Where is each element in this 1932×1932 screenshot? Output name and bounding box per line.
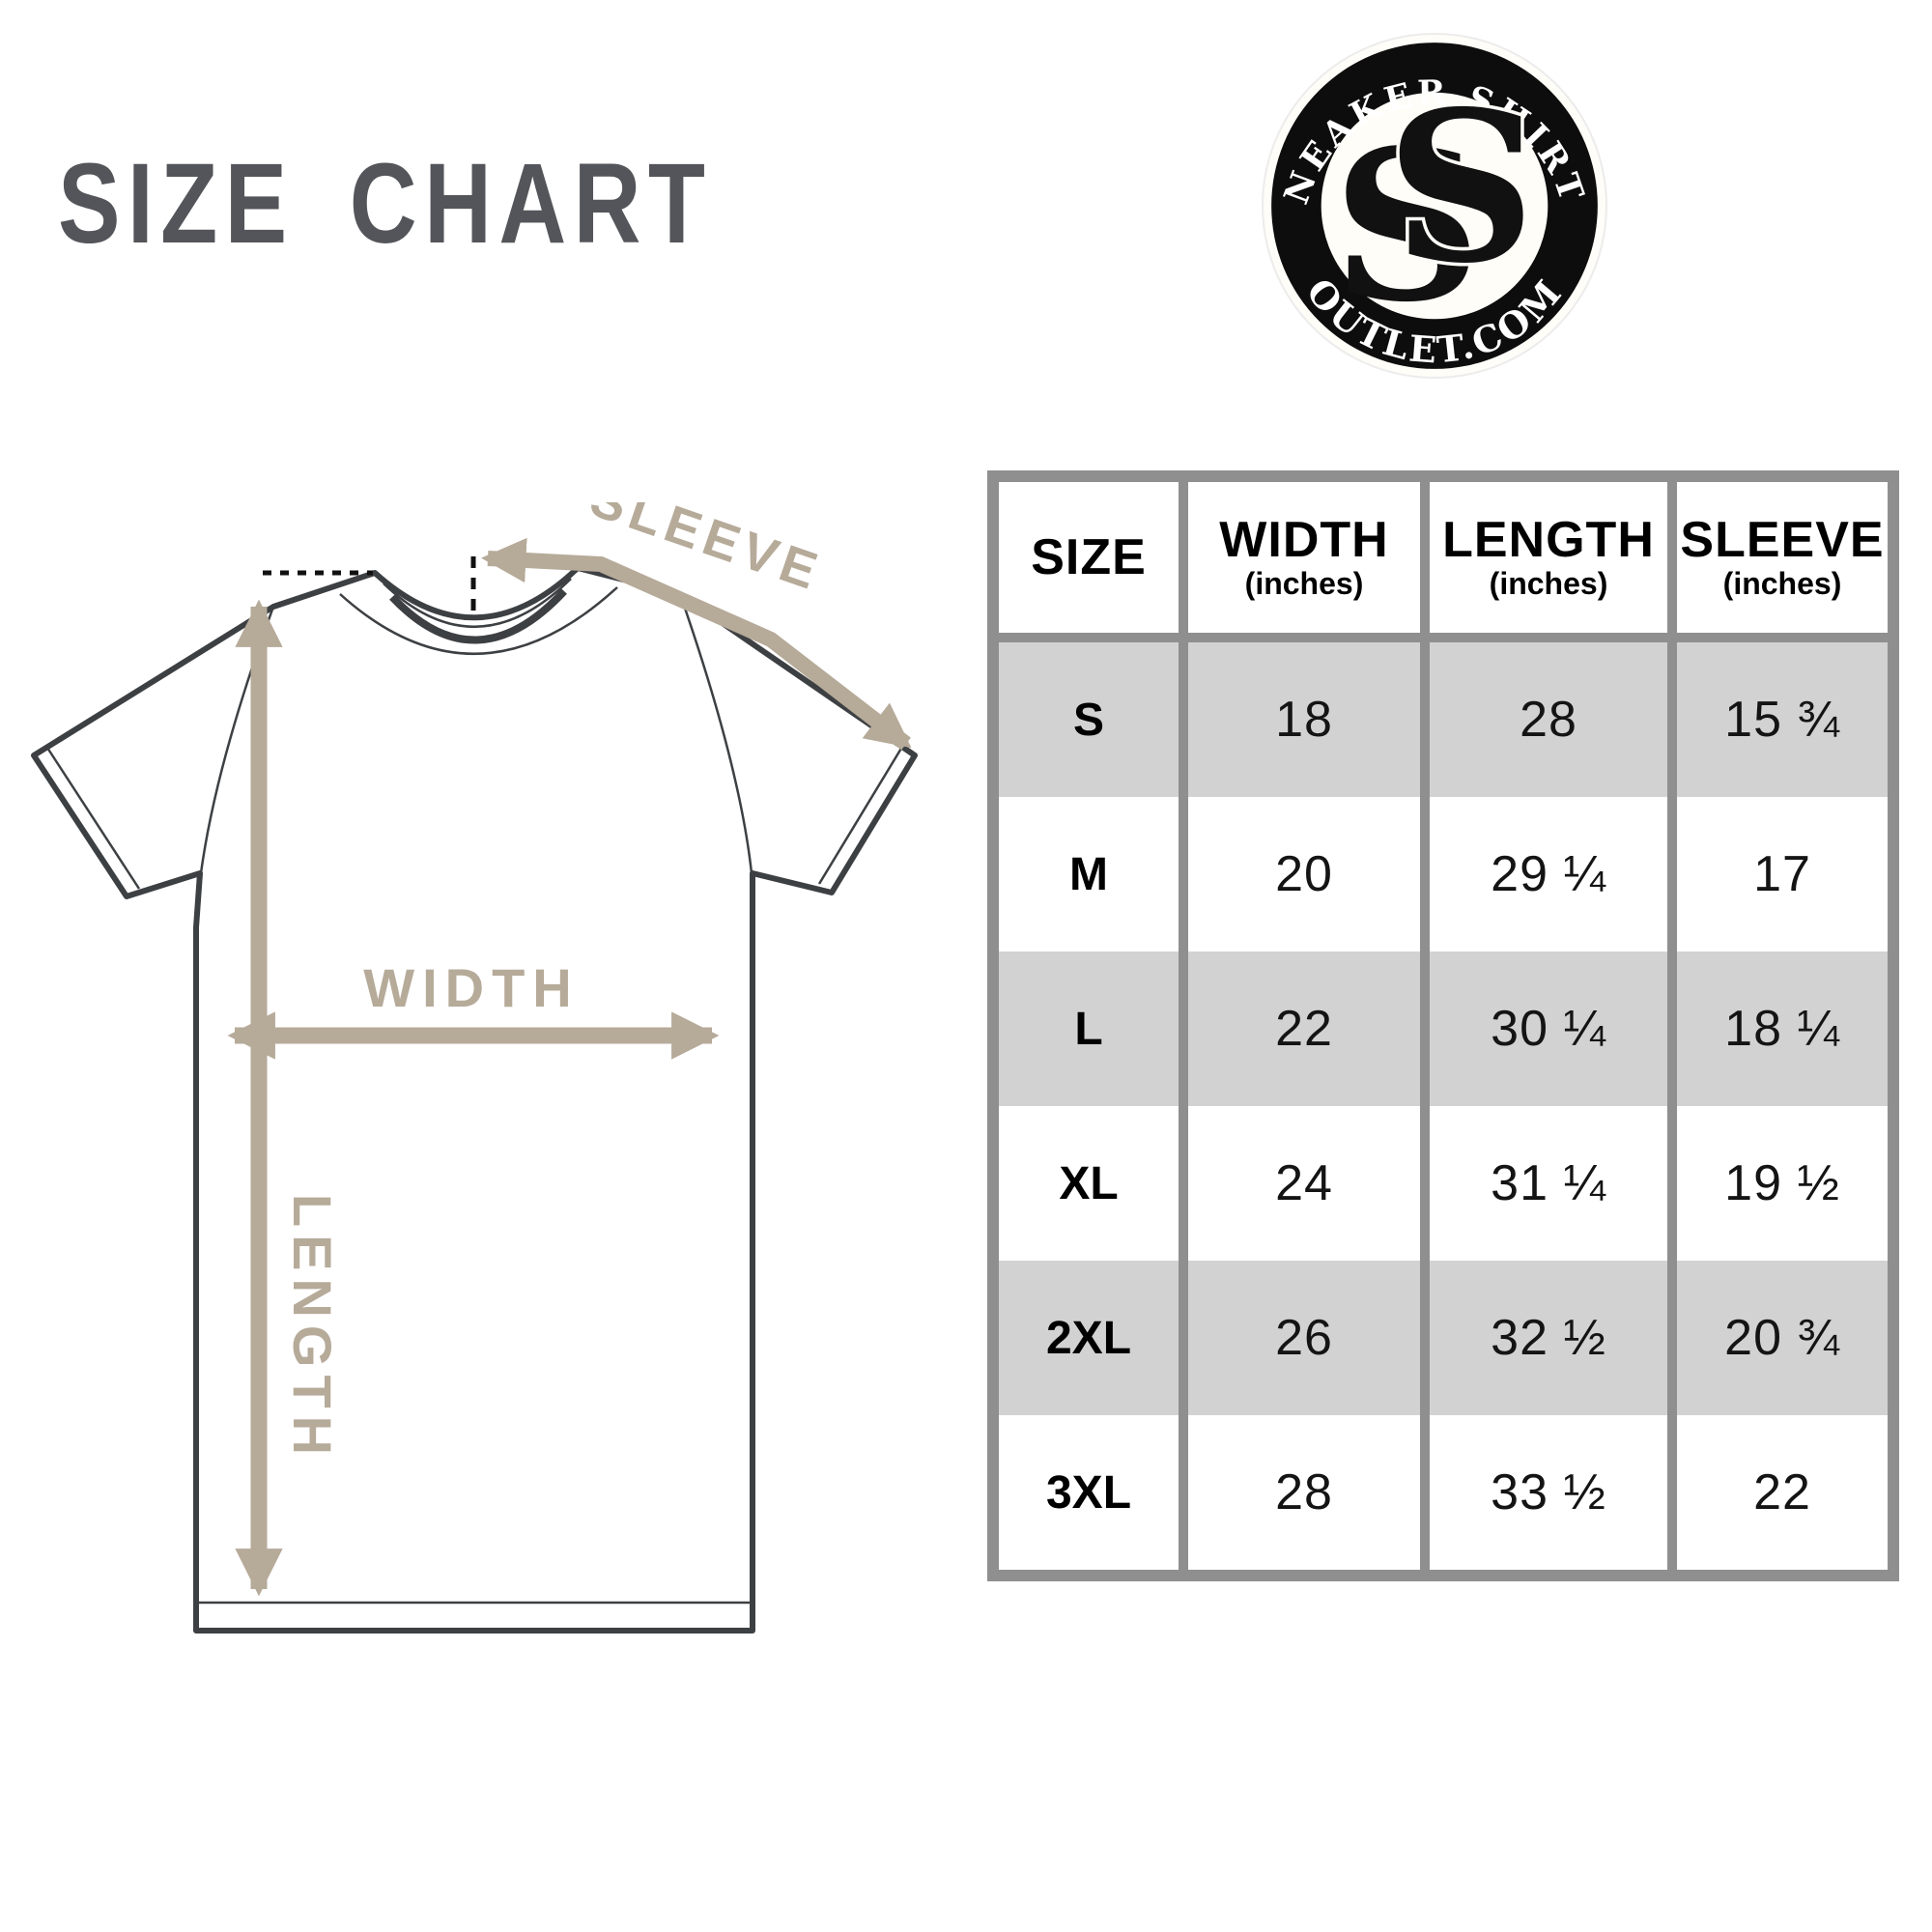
sleeve-value: 17 (1753, 846, 1811, 902)
table-cell-width: 24 (1188, 1106, 1420, 1261)
table-cell-size: S (999, 642, 1179, 797)
column-header-label: LENGTH (1442, 512, 1655, 569)
tshirt-outline (31, 565, 918, 1634)
table-cell-sleeve: 22 (1677, 1415, 1888, 1570)
table-cell-sleeve: 15 ¾ (1677, 642, 1888, 797)
sleeve-value: 18 ¼ (1724, 1001, 1840, 1057)
column-header-label: SIZE (1031, 528, 1147, 585)
column-header-unit: (inches) (1489, 565, 1608, 601)
width-value: 26 (1275, 1310, 1333, 1366)
sleeve-value: 15 ¾ (1724, 692, 1840, 748)
size-label: S (1072, 694, 1104, 746)
size-chart-table: SIZE WIDTH (inches) LENGTH (inches) SLEE… (987, 470, 1899, 1581)
page-title: SIZE CHART (58, 140, 713, 268)
monogram-s1: S (1332, 104, 1482, 348)
table-cell-length: 29 ¼ (1430, 797, 1667, 952)
width-value: 18 (1275, 692, 1333, 748)
length-value: 33 ½ (1491, 1464, 1606, 1520)
table-cell-size: 2XL (999, 1261, 1179, 1415)
table-cell-size: M (999, 797, 1179, 952)
length-value: 32 ½ (1491, 1310, 1606, 1366)
table-cell-sleeve: 18 ¼ (1677, 952, 1888, 1106)
logo-inner-circle (1321, 92, 1548, 320)
table-cell-width: 18 (1188, 642, 1420, 797)
table-cell-size: L (999, 952, 1179, 1106)
length-value: 30 ¼ (1491, 1001, 1606, 1057)
length-label: LENGTH (282, 1194, 343, 1463)
column-header-unit: (inches) (1722, 565, 1842, 601)
size-label: L (1074, 1003, 1103, 1055)
table-cell-size: 3XL (999, 1415, 1179, 1570)
column-header-label: WIDTH (1219, 512, 1389, 569)
table-cell-sleeve: 20 ¾ (1677, 1261, 1888, 1415)
sleeve-value: 19 ½ (1724, 1155, 1840, 1211)
sleeve-value: 20 ¾ (1724, 1310, 1840, 1366)
width-label: WIDTH (363, 957, 580, 1018)
width-value: 28 (1275, 1464, 1333, 1520)
brand-logo: SNEAKER SHIRTS OUTLET.COM S S (1261, 32, 1607, 379)
table-cell-size: XL (999, 1106, 1179, 1261)
sleeve-arrow (481, 537, 912, 751)
size-label: M (1069, 848, 1108, 900)
tshirt-diagram: SLEEVE WIDTH LENGTH (31, 502, 918, 1634)
table-cell-length: 28 (1430, 642, 1667, 797)
size-label: 3XL (1045, 1466, 1132, 1519)
size-label: 2XL (1045, 1312, 1132, 1364)
width-value: 24 (1275, 1155, 1333, 1211)
column-header-label: SLEEVE (1680, 512, 1885, 569)
column-header-sleeve: SLEEVE (inches) (1677, 482, 1888, 642)
table-cell-length: 33 ½ (1430, 1415, 1667, 1570)
cuff-line-left (45, 747, 141, 890)
table-cell-length: 30 ¼ (1430, 952, 1667, 1106)
table-cell-sleeve: 19 ½ (1677, 1106, 1888, 1261)
column-header-width: WIDTH (inches) (1188, 482, 1420, 642)
table-cell-sleeve: 17 (1677, 797, 1888, 952)
table-cell-width: 22 (1188, 952, 1420, 1106)
column-header-unit: (inches) (1244, 565, 1364, 601)
length-value: 31 ¼ (1491, 1155, 1606, 1211)
length-value: 29 ¼ (1491, 846, 1606, 902)
table-cell-length: 31 ¼ (1430, 1106, 1667, 1261)
column-header-size: SIZE (999, 482, 1179, 642)
size-label: XL (1059, 1157, 1119, 1209)
cuff-line-right (817, 746, 904, 885)
table-cell-width: 28 (1188, 1415, 1420, 1570)
table-cell-length: 32 ½ (1430, 1261, 1667, 1415)
column-header-length: LENGTH (inches) (1430, 482, 1667, 642)
sleeve-value: 22 (1753, 1464, 1811, 1520)
length-value: 28 (1520, 692, 1577, 748)
width-value: 20 (1275, 846, 1333, 902)
table-cell-width: 20 (1188, 797, 1420, 952)
table-cell-width: 26 (1188, 1261, 1420, 1415)
monogram-s2: S (1387, 60, 1537, 303)
width-value: 22 (1275, 1001, 1333, 1057)
logo-ss-monogram: S S (1332, 56, 1540, 348)
